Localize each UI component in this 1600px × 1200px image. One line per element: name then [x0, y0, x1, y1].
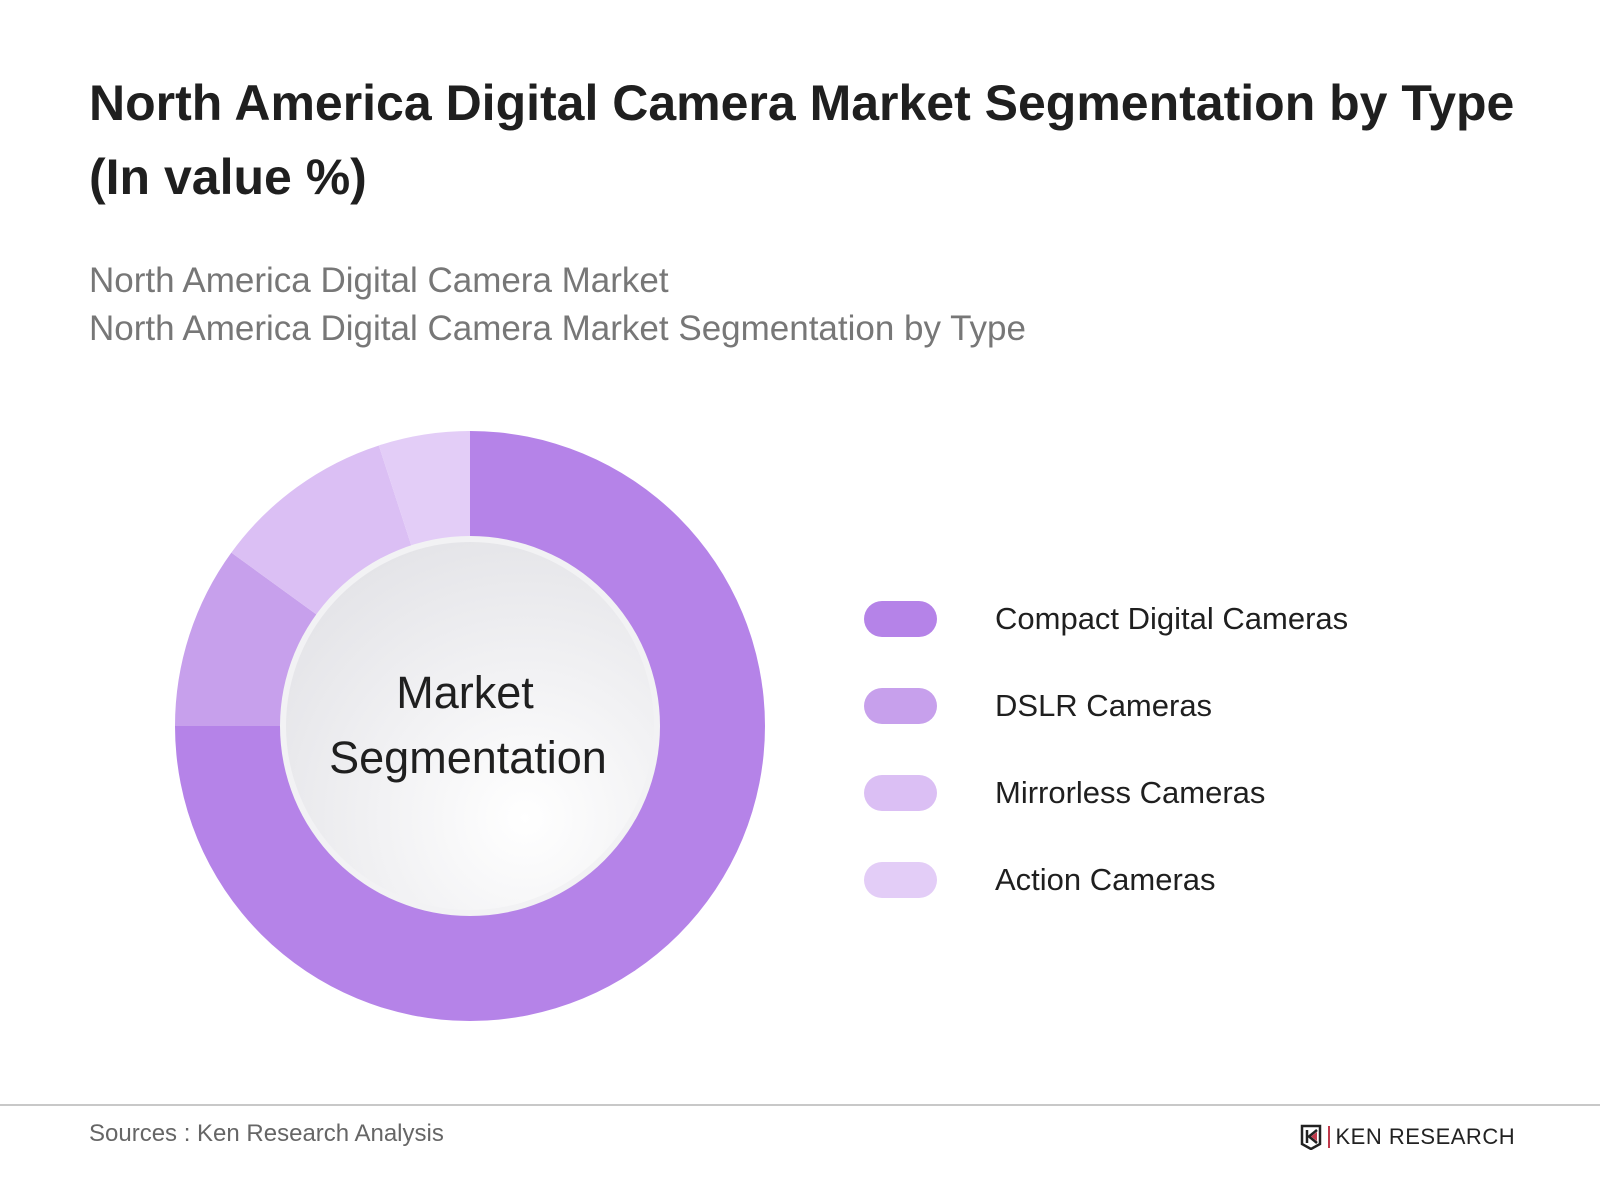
legend-item: Mirrorless Cameras	[864, 773, 1265, 813]
legend-label: DSLR Cameras	[995, 688, 1213, 723]
donut-chart: Market Segmentation	[175, 431, 765, 1021]
subtitle-line-1: North America Digital Camera Market	[89, 261, 669, 300]
center-circle	[286, 542, 654, 910]
logo-text: KEN RESEARCH	[1335, 1124, 1516, 1149]
slice-compact-digital-cameras	[175, 431, 765, 1021]
center-label-line-1: Market	[396, 667, 534, 718]
center-label-line-2: Segmentation	[329, 732, 607, 783]
footer-divider	[0, 1104, 1600, 1106]
subtitle-line-2: North America Digital Camera Market Segm…	[89, 309, 1026, 348]
legend-label: Action Cameras	[995, 862, 1216, 897]
legend-item: Compact Digital Cameras	[864, 599, 1348, 639]
legend-item: Action Cameras	[864, 860, 1216, 900]
legend-swatch	[864, 601, 937, 637]
legend-item: DSLR Cameras	[864, 686, 1212, 726]
ken-logo-icon	[1300, 1124, 1322, 1150]
legend-label: Mirrorless Cameras	[995, 775, 1266, 810]
legend-swatch	[864, 688, 937, 724]
ken-research-logo: KEN RESEARCH	[1300, 1124, 1515, 1150]
legend-label: Compact Digital Cameras	[995, 601, 1349, 636]
legend-swatch	[864, 775, 937, 811]
legend-swatch	[864, 862, 937, 898]
chart-title: North America Digital Camera Market Segm…	[89, 75, 1515, 205]
sources-note: Sources : Ken Research Analysis	[89, 1120, 444, 1147]
